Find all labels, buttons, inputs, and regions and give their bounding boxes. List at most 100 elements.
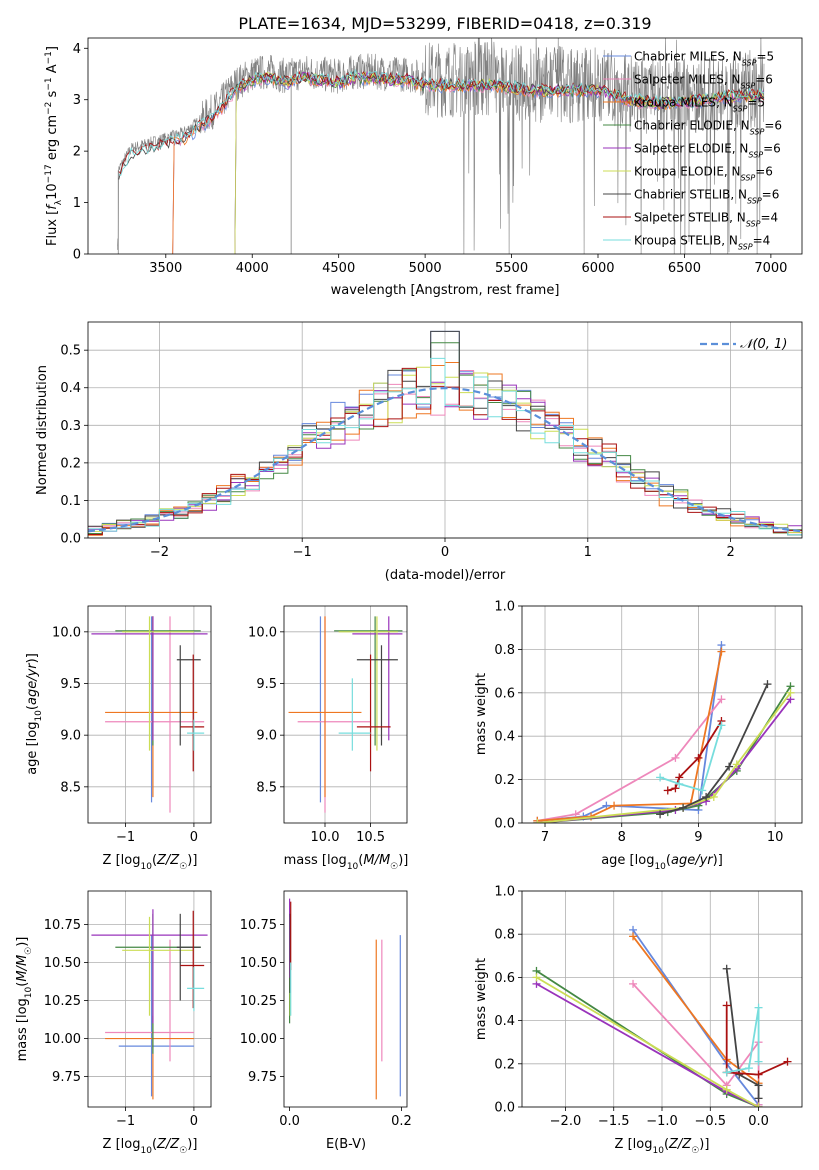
axes-frame <box>87 890 212 1108</box>
y-tick-label: 9.0 <box>60 729 81 744</box>
y-axis-label-part: ] <box>45 46 60 51</box>
y-tick-label: 0.5 <box>60 344 81 359</box>
residuals-panel: −2 −1 0 1 2 0.0 0.1 0.2 0.3 0.4 0.5 (data-model)/er… <box>35 321 803 583</box>
x-tick-label: −0.5 <box>694 1114 726 1129</box>
age-vs-mass-panel: 10.0 10.5 8.5 9.0 9.5 10.0 mass [log10(M/M☉)] <box>248 605 408 872</box>
x-tick-label: −1.0 <box>646 1114 678 1129</box>
legend-nssp-value: =4 <box>760 211 778 225</box>
y-tick-label: 8.5 <box>60 780 81 795</box>
legend-nssp-value: =6 <box>755 73 773 87</box>
y-tick-label: 1 <box>73 196 81 211</box>
x-axis-label-part: ( <box>152 853 157 868</box>
y-tick-label: 10.50 <box>44 956 81 971</box>
x-axis-label: wavelength [Angstrom, rest frame] <box>331 283 560 298</box>
mass-weight-line <box>726 1007 760 1074</box>
legend-label: Kroupa ELODIE, NSSP=6 <box>634 165 773 183</box>
y-tick-label: 4 <box>73 42 81 57</box>
axes-frame <box>87 321 803 539</box>
x-axis-label-part: wavelength [Angstrom, rest frame] <box>331 283 560 298</box>
y-axis-label-part: Normed distribution <box>35 365 50 495</box>
y-tick-label: 3 <box>73 93 81 108</box>
x-axis-label: Z [log10(Z/Z☉)] <box>103 853 198 872</box>
y-axis-label-part: 10 <box>24 986 34 998</box>
y-tick-label: 0.4 <box>494 1014 515 1029</box>
y-tick-label: 10.00 <box>44 1032 81 1047</box>
x-axis-label-part: ( <box>358 853 363 868</box>
legend-subscript: SSP <box>738 242 753 251</box>
mass-weight-line <box>632 983 760 1105</box>
y-axis-label-part: age/yr <box>25 662 40 705</box>
legend-label: 𝒩(0, 1) <box>740 337 787 352</box>
y-axis-label: age [log10(age/yr)] <box>25 653 44 775</box>
normal-distribution-curve <box>88 386 802 533</box>
spectrum-panel: 3500 4000 4500 5000 5500 6000 6500 7000 0 1 2 3 4 wav… <box>44 37 803 298</box>
legend-model-name: Salpeter ELODIE, N <box>634 142 748 156</box>
legend-subscript: SSP <box>742 58 757 67</box>
axes-frame <box>521 605 803 824</box>
y-axis-label: Flux [fλ10−17 erg cm−2 s−1 A−1] <box>44 46 64 246</box>
y-axis-label: mass [log10(M/M☉)] <box>15 937 34 1062</box>
legend-nssp-value: =4 <box>753 234 771 248</box>
y-tick-label: 2 <box>73 145 81 160</box>
age-vs-metallicity-panel: −1 08.59.09.510.0Z [log10(Z/Z☉)]age [log1… <box>25 605 212 872</box>
legend-subscript: SSP <box>746 219 761 228</box>
x-axis-label-part: )] <box>187 853 197 868</box>
y-tick-label: 0.2 <box>494 1057 515 1072</box>
y-tick-label: 9.75 <box>52 1070 81 1085</box>
legend-nssp-value: =6 <box>764 119 782 133</box>
y-tick-label: 1.0 <box>494 600 515 615</box>
plot-area <box>117 38 765 254</box>
y-tick-label: 0.0 <box>494 817 515 832</box>
x-axis-label-part: 10 <box>140 1146 152 1156</box>
y-tick-label: 0 <box>73 248 81 263</box>
x-axis-label-part: 10 <box>652 1146 664 1156</box>
y-tick-label: 9.0 <box>256 729 277 744</box>
legend-subscript: SSP <box>741 173 756 182</box>
x-tick-label: −2.0 <box>550 1114 582 1129</box>
x-axis-label-part: ( <box>666 853 671 868</box>
y-axis-label: Normed distribution <box>35 365 50 495</box>
x-tick-label: 0 <box>190 830 198 845</box>
y-axis-label-part: f <box>45 203 60 210</box>
legend-nssp-value: =5 <box>756 50 774 64</box>
x-axis-label-part: E(B-V) <box>326 1137 366 1152</box>
x-tick-label: 4500 <box>322 261 355 276</box>
x-axis-label-part: )] <box>699 1137 709 1152</box>
x-axis-label: (data-model)/error <box>385 568 506 583</box>
y-axis-label-part: s <box>45 90 60 101</box>
y-tick-label: 0.3 <box>60 419 81 434</box>
legend-label: Kroupa STELIB, NSSP=4 <box>634 234 770 252</box>
x-axis-label-part: 10 <box>140 862 152 872</box>
y-axis-label-part: −2 <box>44 102 54 115</box>
axes-frame <box>521 890 803 1108</box>
x-tick-label: 5000 <box>409 261 442 276</box>
plot-area <box>533 641 795 823</box>
y-axis-label-part: −17 <box>44 164 54 183</box>
mass-weight-line <box>632 935 760 1084</box>
x-tick-label: 0.0 <box>748 1114 769 1129</box>
legend-subscript: SSP <box>741 81 756 90</box>
y-tick-label: 0.2 <box>494 773 515 788</box>
x-axis-label: Z [log10(Z/Z☉)] <box>103 1137 198 1156</box>
x-axis-label-part: )] <box>398 853 408 868</box>
legend-label: Chabrier ELODIE, NSSP=6 <box>634 119 782 137</box>
x-axis-label-part: Z/Z <box>156 853 180 868</box>
y-tick-label: 0.1 <box>60 494 81 509</box>
x-tick-label: −1 <box>293 545 312 560</box>
x-axis-label: age [log10(age/yr)] <box>601 853 723 872</box>
y-tick-label: 9.5 <box>60 677 81 692</box>
axes-frame <box>87 37 803 255</box>
legend-subscript: SSP <box>750 127 765 136</box>
legend-model-name: Kroupa STELIB, N <box>634 234 738 248</box>
legend-model-name: Salpeter MILES, N <box>634 73 741 87</box>
x-axis-label-part: 10 <box>347 862 359 872</box>
y-tick-label: 9.75 <box>248 1070 277 1085</box>
x-axis-label-part: ( <box>152 1137 157 1152</box>
x-axis-label-part: ☉ <box>691 1146 699 1156</box>
legend-model-name: Chabrier ELODIE, N <box>634 119 750 133</box>
y-tick-label: 10.25 <box>44 994 81 1009</box>
x-axis-label-part: 10 <box>654 862 666 872</box>
y-axis-label-part: M/M <box>15 955 30 982</box>
